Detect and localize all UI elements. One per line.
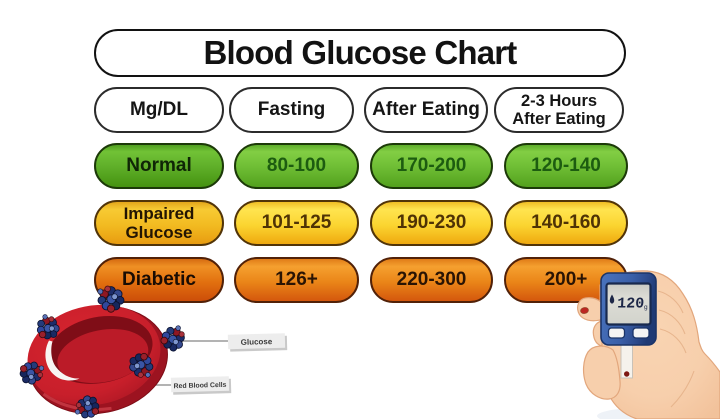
svg-text:Red Blood Cells: Red Blood Cells bbox=[174, 382, 227, 390]
svg-text:Glucose: Glucose bbox=[241, 337, 273, 347]
svg-text:g: g bbox=[644, 304, 648, 311]
svg-text:120: 120 bbox=[617, 296, 645, 313]
